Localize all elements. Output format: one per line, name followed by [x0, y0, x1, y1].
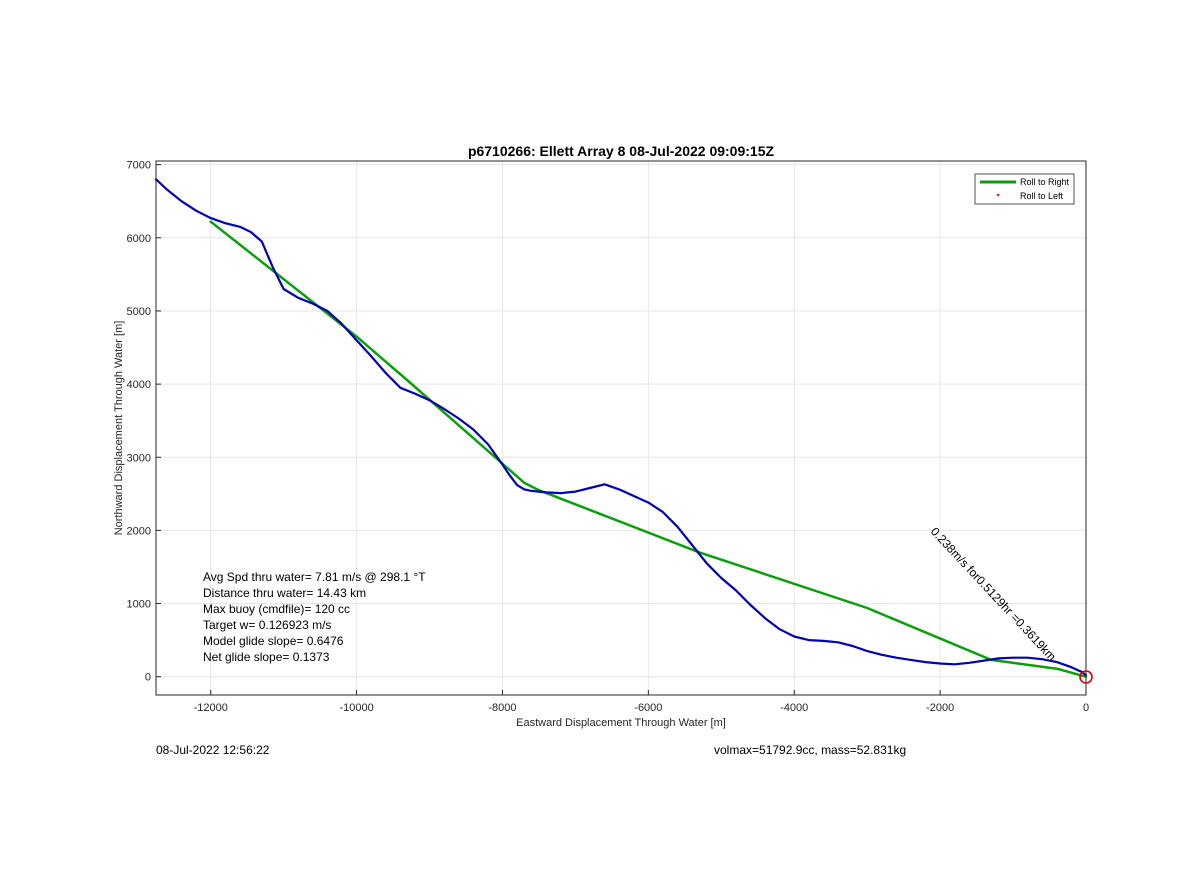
series-layer: [154, 178, 1088, 678]
footer-volmax: volmax=51792.9cc, mass=52.831kg: [714, 743, 907, 757]
legend-label-roll-left: Roll to Left: [1020, 191, 1064, 201]
y-tick-label: 4000: [127, 379, 151, 391]
x-tick-label: -10000: [339, 702, 373, 714]
y-tick-label: 6000: [127, 233, 151, 245]
grid: [156, 161, 1087, 695]
stats-line: Max buoy (cmdfile)= 120 cc: [203, 602, 350, 616]
stats-line: Target w= 0.126923 m/s: [203, 618, 331, 632]
x-tick-label: -4000: [780, 702, 808, 714]
x-tick-label: -12000: [194, 702, 228, 714]
y-tick-label: 0: [145, 672, 151, 684]
plot-area: [156, 161, 1086, 695]
chart-title: p6710266: Ellett Array 8 08-Jul-2022 09:…: [468, 143, 775, 159]
y-axis-label: Northward Displacement Through Water [m]: [113, 321, 125, 536]
stats-annotation: Avg Spd thru water= 7.81 m/s @ 298.1 °T D…: [203, 570, 426, 664]
y-tick-label: 5000: [127, 306, 151, 318]
y-axis-ticks: 0 1000 2000 3000 4000 5000 6000 7000: [127, 160, 161, 684]
y-tick-label: 2000: [127, 525, 151, 537]
end-marker: [1079, 670, 1093, 684]
y-tick-label: 3000: [127, 452, 151, 464]
y-tick-label: 7000: [127, 160, 151, 172]
legend: Roll to Right Roll to Left: [974, 173, 1075, 205]
legend-box: [974, 173, 1075, 205]
y-tick-label: 1000: [127, 599, 151, 611]
stats-line: Distance thru water= 14.43 km: [203, 586, 366, 600]
stats-line: Avg Spd thru water= 7.81 m/s @ 298.1 °T: [203, 570, 426, 584]
x-tick-label: -2000: [926, 702, 954, 714]
series-line-roll-right: [209, 220, 1088, 678]
x-tick-label: 0: [1083, 702, 1089, 714]
plot-border: [155, 160, 1087, 696]
x-axis-ticks: -12000 -10000 -8000 -6000 -4000 -2000 0: [194, 690, 1089, 714]
x-axis-label: Eastward Displacement Through Water [m]: [516, 717, 726, 729]
footer-timestamp: 08-Jul-2022 12:56:22: [156, 743, 270, 757]
stats-line: Net glide slope= 0.1373: [203, 650, 330, 664]
end-circle: [1079, 670, 1093, 684]
legend-label-roll-right: Roll to Right: [1020, 177, 1070, 187]
legend-swatch-roll-left: [996, 193, 1000, 197]
stats-line: Model glide slope= 0.6476: [203, 634, 344, 648]
x-tick-label: -6000: [634, 702, 662, 714]
series-line-track: [154, 178, 1088, 677]
x-tick-label: -8000: [488, 702, 516, 714]
